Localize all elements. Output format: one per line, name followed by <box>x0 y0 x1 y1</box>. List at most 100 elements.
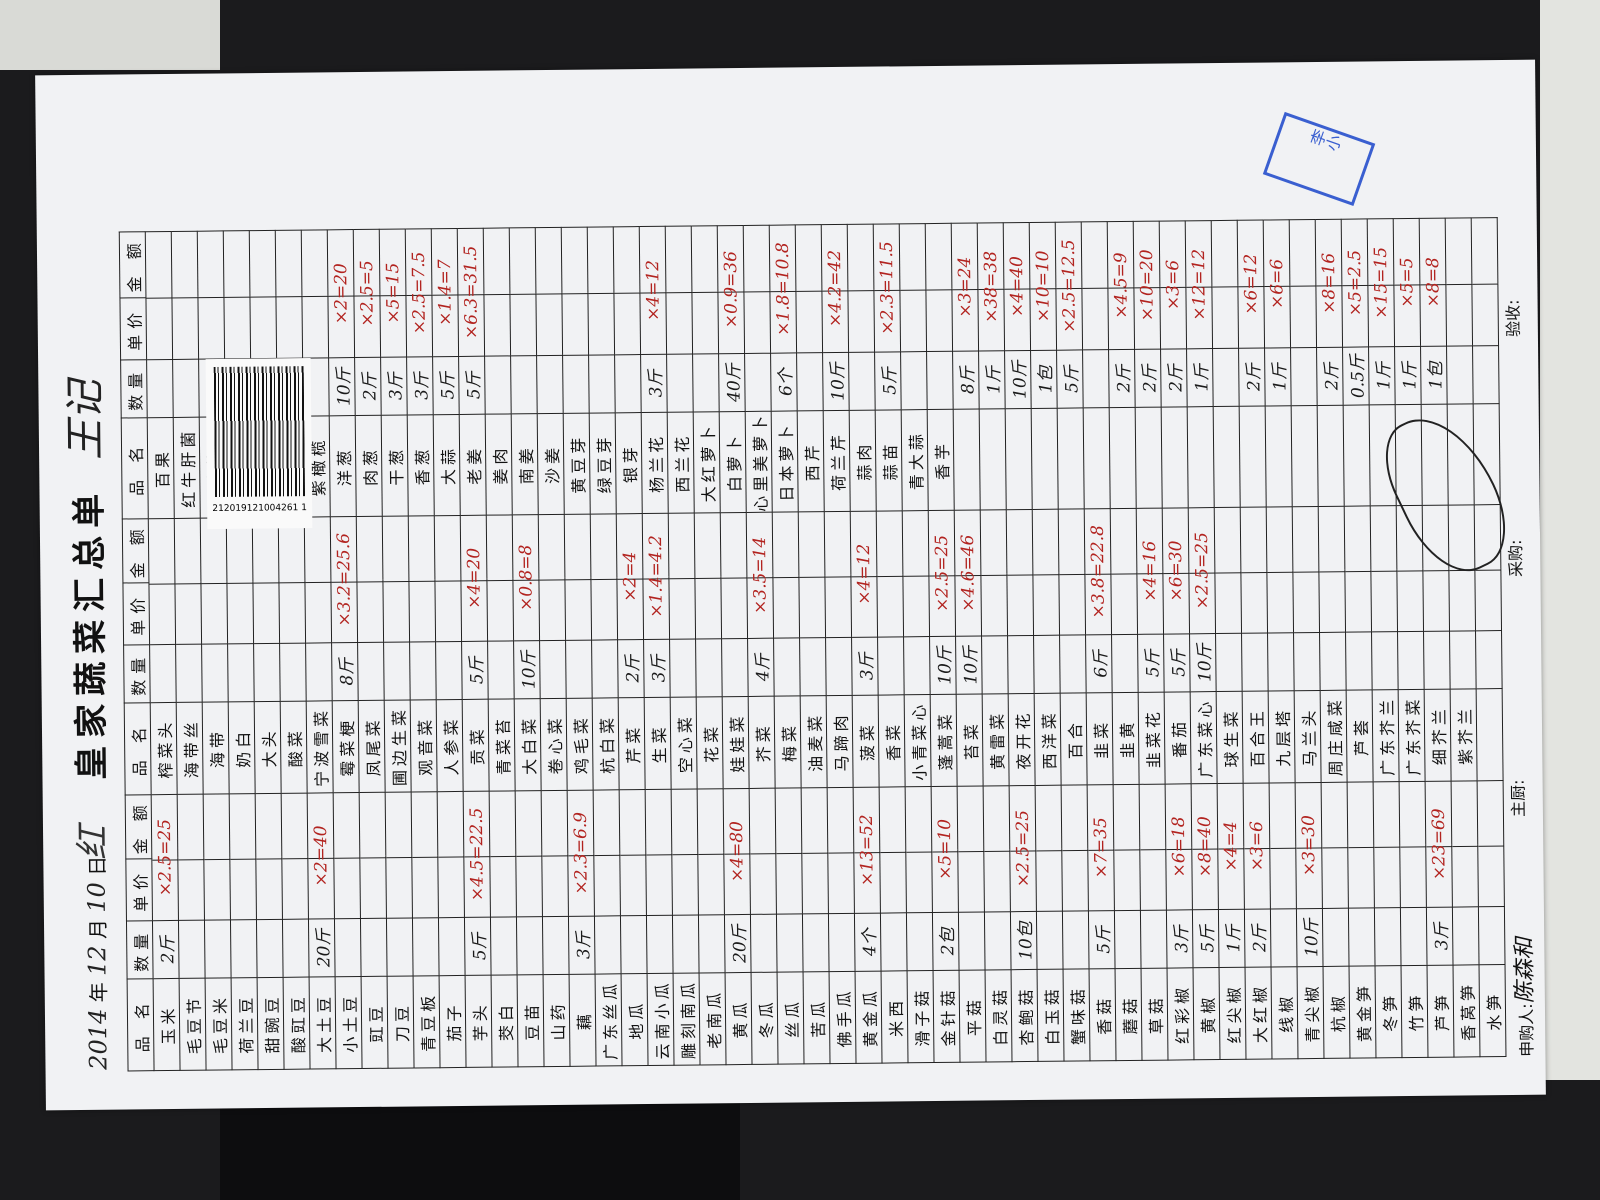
item-price-amount <box>278 517 306 644</box>
item-name: 马兰头 <box>1294 690 1322 783</box>
item-quantity: 8斤 <box>331 642 359 701</box>
column-header: 数量 <box>120 359 148 418</box>
item-price-amount <box>148 518 176 645</box>
item-name: 蓬蒿菜 <box>930 694 958 787</box>
item-price-amount <box>694 512 722 639</box>
item-name: 周庄咸菜 <box>1320 690 1348 783</box>
item-price-amount <box>177 794 205 921</box>
item-quantity <box>1475 630 1503 689</box>
item-quantity <box>1293 632 1321 691</box>
item-name: 蘑菇 <box>1115 968 1142 1061</box>
item-quantity <box>146 359 174 418</box>
item-name: 米西 <box>881 970 909 1064</box>
item-quantity <box>802 913 830 972</box>
item-name: 白灵菇 <box>985 969 1013 1062</box>
item-quantity <box>669 638 697 698</box>
item-quantity <box>848 352 876 411</box>
item-name: 广东丝瓜 <box>595 973 623 1067</box>
barcode-digits: 212019121004261 <box>212 503 299 515</box>
item-name: 杭椒 <box>1323 966 1350 1059</box>
item-price-amount: ×4.6=46 <box>954 510 982 637</box>
item-name: 心里美萝卜 <box>745 411 773 513</box>
item-quantity <box>1374 907 1402 966</box>
item-price-amount: ×2.5=7.5 <box>405 228 433 357</box>
item-quantity <box>1348 907 1376 967</box>
item-price-amount <box>1139 784 1167 911</box>
item-quantity <box>1062 910 1090 970</box>
item-name: 菠菜 <box>852 695 880 788</box>
item-price-amount: ×6=12 <box>1237 220 1265 349</box>
item-price-amount <box>1214 507 1242 634</box>
item-name: 西洋菜 <box>1034 693 1062 786</box>
item-price-amount <box>229 793 257 920</box>
item-quantity <box>230 919 258 978</box>
item-name: 西芹 <box>797 410 825 512</box>
item-price-amount <box>801 787 829 914</box>
barcode-suffix: 1 <box>301 503 307 514</box>
item-price-amount <box>483 227 511 357</box>
item-name: 夜开花 <box>1008 693 1036 786</box>
item-price-amount <box>749 788 777 915</box>
item-price-amount <box>691 225 719 354</box>
item-name: 香葱 <box>407 414 435 516</box>
item-name: 香菜 <box>878 694 906 788</box>
item-quantity <box>1212 348 1240 407</box>
item-name: 大土豆 <box>309 976 337 1070</box>
item-price-amount <box>171 231 199 360</box>
item-name: 苦瓜 <box>803 971 831 1064</box>
item-quantity <box>750 914 778 973</box>
item-quantity: 20斤 <box>724 914 752 973</box>
item-name: 茄子 <box>439 975 467 1068</box>
item-name: 马蹄肉 <box>826 695 854 788</box>
item-quantity: 8斤 <box>952 351 980 410</box>
column-header: 金 额 <box>125 794 152 859</box>
item-name: 大红萝卜 <box>693 411 721 514</box>
item-quantity <box>1059 634 1087 694</box>
sheet-header: 2014 年 12 月 10 日 红 皇家蔬菜汇总单 王记 <box>35 75 126 1111</box>
item-price-amount: ×12=12 <box>1185 220 1213 349</box>
item-name: 沙姜 <box>537 413 565 515</box>
column-header: 数量 <box>123 644 151 703</box>
background-wall <box>0 0 220 70</box>
item-name: 云南小瓜 <box>647 973 675 1066</box>
item-name <box>1213 406 1241 508</box>
item-quantity <box>516 916 544 975</box>
item-name: 小土豆 <box>335 976 363 1069</box>
column-header: 品 名 <box>127 978 155 1071</box>
item-price-amount: ×8=16 <box>1315 219 1343 348</box>
item-name: 雕刻南瓜 <box>673 972 701 1066</box>
item-price-amount <box>1061 784 1089 912</box>
item-quantity <box>773 637 801 697</box>
item-quantity <box>1345 631 1373 691</box>
item-price-amount: ×2.3=11.5 <box>873 223 901 353</box>
item-name: 酸豇豆 <box>283 977 311 1070</box>
item-price-amount <box>1110 508 1138 635</box>
chef-label: 主厨: <box>1508 779 1528 817</box>
item-price-amount <box>613 226 641 355</box>
item-price-amount: ×6=18 <box>1165 783 1193 911</box>
item-quantity <box>562 355 590 414</box>
item-price-amount <box>437 791 465 918</box>
item-quantity <box>1290 347 1318 406</box>
item-quantity: 5斤 <box>458 356 486 415</box>
item-quantity <box>1036 911 1064 970</box>
item-price-amount <box>925 223 953 352</box>
item-quantity <box>1140 910 1168 969</box>
item-name: 蒜苗 <box>875 409 903 512</box>
item-name <box>1083 407 1111 509</box>
item-quantity <box>1082 349 1110 408</box>
item-quantity <box>256 919 284 978</box>
item-price-amount <box>1289 219 1317 348</box>
item-quantity <box>412 917 440 976</box>
item-price-amount: ×2.5=5 <box>353 229 381 358</box>
item-quantity <box>1319 632 1347 691</box>
item-quantity <box>776 913 804 973</box>
column-header: 品 名 <box>121 417 149 519</box>
item-name: 苔菜 <box>956 693 984 787</box>
item-name: 白玉菇 <box>1037 969 1065 1062</box>
item-quantity <box>1322 908 1350 967</box>
item-quantity: 5斤 <box>1137 634 1165 693</box>
item-quantity <box>692 353 720 412</box>
item-name: 滑子菇 <box>907 970 935 1063</box>
item-quantity: 10斤 <box>929 636 957 695</box>
